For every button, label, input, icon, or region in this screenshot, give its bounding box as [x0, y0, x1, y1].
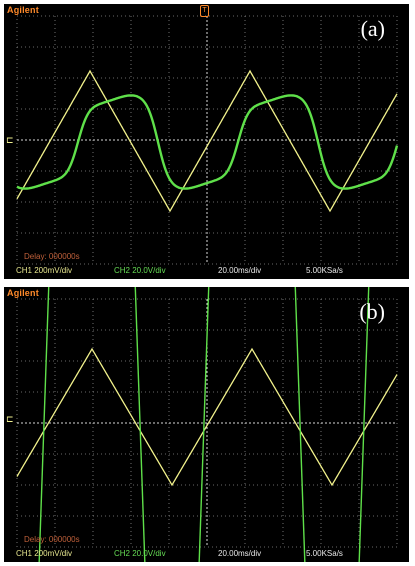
oscilloscope-panel-b: Agilent (b) ⊏ Delay: 000000s CH1 200mV/d… [4, 287, 409, 562]
ch1-triangle-trace [16, 69, 398, 213]
timebase: 20.00ms/div [218, 266, 262, 275]
ch2-scale: CH2 20.0V/div [114, 549, 166, 558]
ch2-edge [294, 287, 306, 562]
ch1-scale: CH1 200mV/div [16, 549, 73, 558]
brand-logo: Agilent [7, 288, 39, 298]
trigger-marker-icon: T [200, 5, 209, 17]
scope-display-a [16, 15, 399, 265]
ch2-scale: CH2 20.0V/div [114, 266, 166, 275]
graticule [16, 298, 398, 548]
panel-label: (a) [360, 16, 385, 41]
status-bar: CH1 200mV/div CH2 20.0V/div 20.00ms/div … [4, 549, 409, 560]
delay-readout: Delay: 000000s [24, 535, 80, 544]
ground-marker-icon: ⊏ [6, 414, 14, 424]
ch2-edge [198, 287, 210, 562]
brand-logo: Agilent [7, 5, 39, 15]
ch2-distorted-trace [16, 94, 399, 190]
ch2-edge [134, 287, 146, 562]
sample-rate: 5.00KSa/s [306, 549, 343, 558]
sample-rate: 5.00KSa/s [306, 266, 343, 275]
ground-marker-icon: ⊏ [6, 135, 14, 145]
graticule [16, 15, 398, 265]
delay-readout: Delay: 000000s [24, 252, 80, 261]
panel-label: (b) [359, 299, 385, 324]
scope-display-b [16, 287, 398, 562]
status-bar: CH1 200mV/div CH2 20.0V/div 20.00ms/div … [4, 266, 409, 277]
timebase: 20.00ms/div [218, 549, 262, 558]
ch2-edge [38, 287, 50, 562]
ch2-saturated-trace [38, 287, 370, 562]
ch2-edge [358, 287, 370, 562]
ch1-scale: CH1 200mV/div [16, 266, 73, 275]
oscilloscope-panel-a: Agilent T (a) ⊏ Delay: 000000s CH1 200mV… [4, 4, 409, 279]
ch1-triangle-trace [16, 347, 398, 487]
